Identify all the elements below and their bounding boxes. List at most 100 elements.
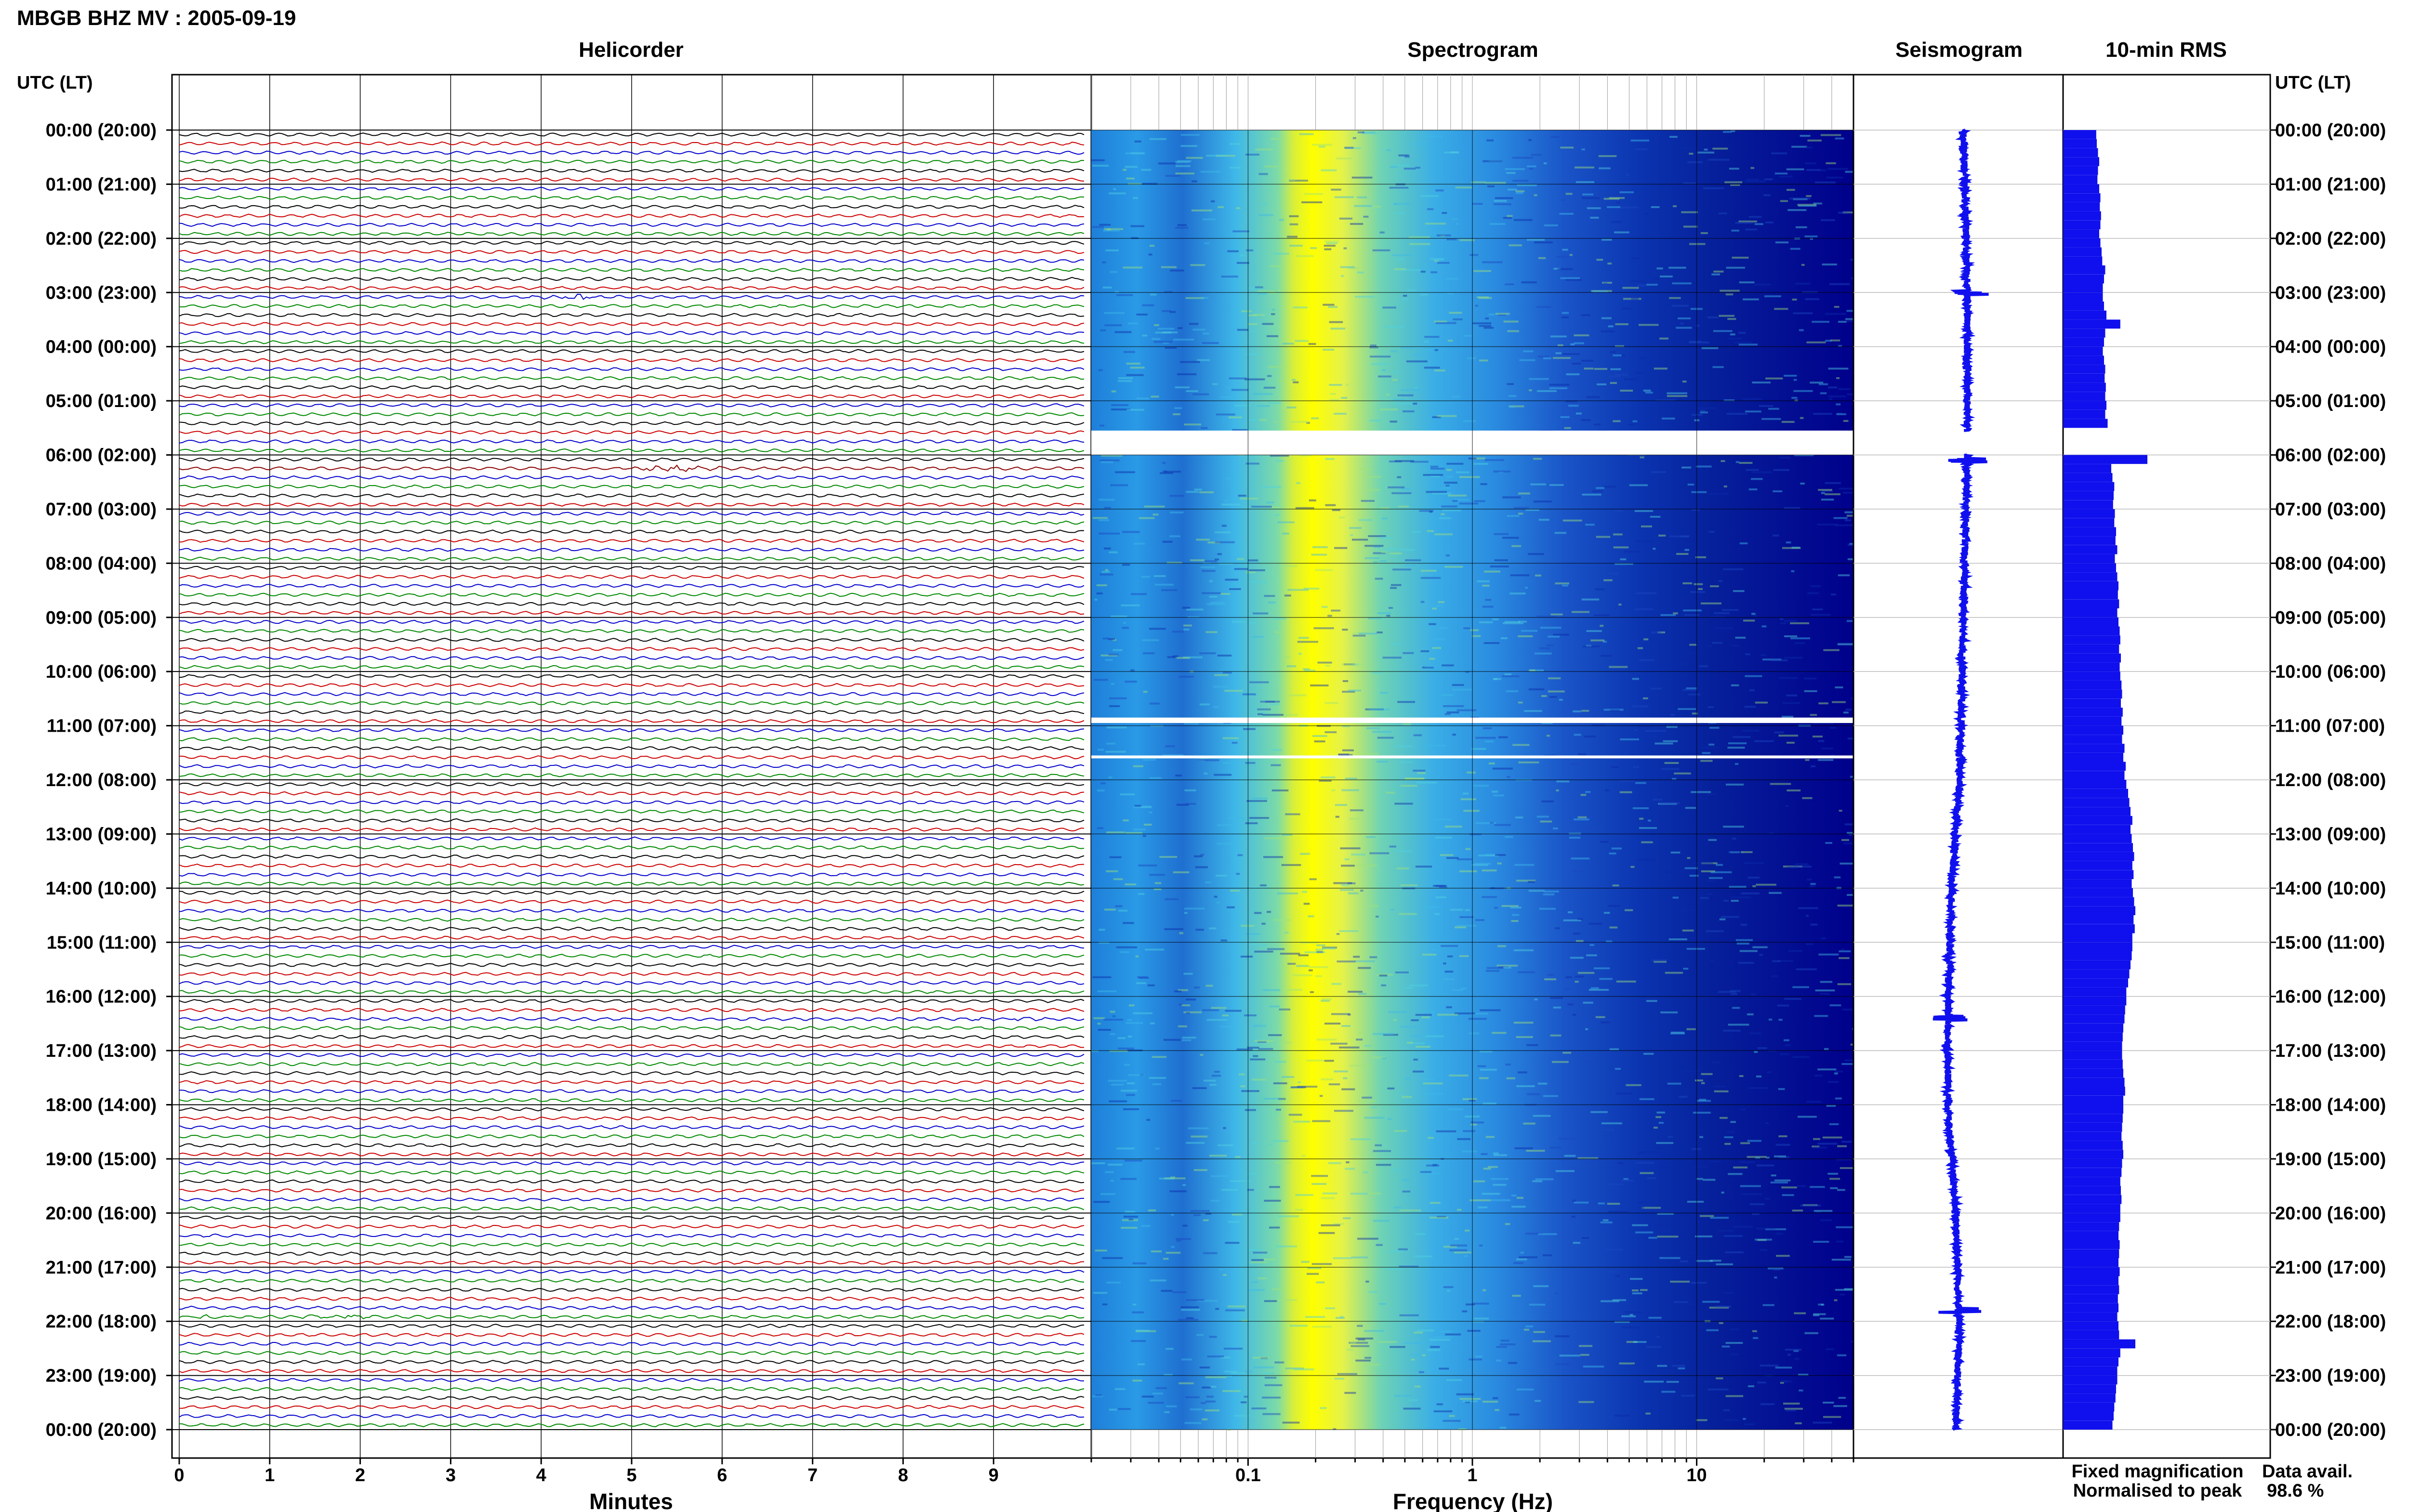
spectrogram-texture <box>1603 579 1613 581</box>
spectrogram-texture <box>1842 491 1861 494</box>
spectrogram-texture <box>1341 883 1350 886</box>
spectrogram-texture <box>1273 618 1286 620</box>
spectrogram-texture <box>1785 805 1789 807</box>
spectrogram-texture <box>1099 499 1115 501</box>
spectrogram-texture <box>1191 1135 1208 1138</box>
spectrogram-texture <box>1631 298 1639 300</box>
spectrogram-texture <box>1483 1168 1491 1170</box>
spectrogram-texture <box>1422 349 1432 351</box>
spectrogram-texture <box>1645 1412 1651 1415</box>
spectrogram-texture <box>1832 701 1846 703</box>
spectrogram-texture <box>1791 145 1807 148</box>
spectrogram-texture <box>1623 298 1641 300</box>
spectrogram-texture <box>1109 551 1118 553</box>
helicorder-trace <box>179 1414 1085 1419</box>
spectrogram-texture <box>1847 620 1853 622</box>
spectrogram-texture <box>1245 353 1261 355</box>
spectrogram-texture <box>1795 283 1811 285</box>
spectrogram-texture <box>1726 783 1744 786</box>
spectrogram-texture <box>1496 964 1518 967</box>
spectrogram-texture <box>1806 341 1826 343</box>
spectrogram-texture <box>1616 980 1636 983</box>
spectrogram-texture <box>1689 644 1696 646</box>
spectrogram-texture <box>1794 1358 1800 1360</box>
spectrogram-texture <box>1602 1219 1609 1222</box>
spectrogram-texture <box>1485 970 1500 972</box>
spectrogram-texture <box>1225 1010 1242 1012</box>
rms-bar <box>2063 915 2134 924</box>
spectrogram-texture <box>1433 638 1445 641</box>
spectrogram-texture <box>1456 1393 1474 1395</box>
spectrogram-texture <box>1797 1185 1806 1187</box>
spectrogram-texture <box>1121 1226 1138 1229</box>
time-label-left: 14:00 (10:00) <box>46 879 157 899</box>
spectrogram-texture <box>1141 576 1150 578</box>
spectrogram-texture <box>1452 500 1458 502</box>
spectrogram-texture <box>1565 976 1572 978</box>
time-label-right: 08:00 (04:00) <box>2275 553 2386 574</box>
spectrogram-texture <box>1200 1053 1204 1056</box>
spectrogram-texture <box>1385 1268 1404 1270</box>
spectrogram-texture <box>1625 1311 1641 1314</box>
spectrogram-texture <box>1202 592 1221 594</box>
spectrogram-texture <box>1637 284 1646 287</box>
spectrogram-texture <box>1732 644 1739 647</box>
spectrogram-texture <box>1334 196 1354 198</box>
spectrogram-texture <box>1718 991 1736 993</box>
spectrogram-texture <box>1727 318 1736 320</box>
spectrogram-texture <box>1446 238 1457 240</box>
spectrogram-texture <box>1402 1179 1409 1182</box>
spectrogram-texture <box>1204 772 1208 775</box>
spectrogram-texture <box>1446 277 1459 280</box>
spectrogram-texture <box>1513 1022 1534 1024</box>
spectrogram-texture <box>1593 967 1610 970</box>
spectrogram-texture <box>1149 628 1166 630</box>
spectrogram-texture <box>1716 864 1723 866</box>
spectrogram-texture <box>1172 655 1178 657</box>
spectrogram-texture <box>1610 709 1620 711</box>
rms-bar <box>2063 166 2098 175</box>
rms-bar <box>2063 1059 2123 1069</box>
spectrogram-texture <box>1169 1190 1187 1193</box>
spectrogram-texture <box>1587 1161 1598 1163</box>
seismogram-line <box>1950 129 1989 432</box>
spectrogram-texture <box>1583 827 1602 829</box>
spectrogram-texture <box>1437 262 1450 264</box>
spectrogram-texture <box>1225 579 1239 581</box>
spectrogram-texture <box>1334 1070 1348 1073</box>
spectrogram-texture <box>1435 836 1452 839</box>
spectrogram-texture <box>1092 226 1104 228</box>
spectrogram-texture <box>1386 615 1390 617</box>
spectrogram-texture <box>1237 854 1243 856</box>
spectrogram-texture <box>1794 1312 1806 1315</box>
spectrogram-texture <box>1456 709 1477 711</box>
spectrogram-texture <box>1231 935 1239 937</box>
spectrogram-texture <box>1558 344 1563 346</box>
spectrogram-texture <box>1380 560 1387 562</box>
spectrogram-texture <box>1310 684 1329 686</box>
spectrogram-texture <box>1793 390 1813 392</box>
spectrogram-texture <box>1369 708 1390 710</box>
rms-bar <box>2063 960 2131 970</box>
spectrogram-texture <box>1703 1179 1716 1181</box>
spectrogram-texture <box>1400 884 1418 886</box>
spectrogram-texture <box>1760 654 1767 656</box>
spectrogram-texture <box>1393 268 1406 270</box>
spectrogram-texture <box>1154 575 1166 577</box>
spectrogram-texture <box>1420 650 1430 652</box>
spectrogram-texture <box>1784 620 1797 622</box>
spectrogram-texture <box>1358 519 1373 521</box>
spectrogram-texture <box>1818 383 1828 385</box>
spectrogram-texture <box>1813 1314 1820 1316</box>
spectrogram-texture <box>1169 495 1184 497</box>
spectrogram-texture <box>1220 939 1228 942</box>
spectrogram-texture <box>1299 1120 1310 1123</box>
spectrogram-texture <box>1722 1029 1741 1032</box>
spectrogram-texture <box>1423 906 1440 908</box>
spectrogram-texture <box>1321 1197 1335 1199</box>
rms-bar <box>2063 1267 2120 1276</box>
spectrogram-texture <box>1407 289 1416 291</box>
spectrogram-texture <box>1285 813 1300 815</box>
spectrogram-texture <box>1377 761 1388 763</box>
spectrogram-texture <box>1220 396 1236 398</box>
